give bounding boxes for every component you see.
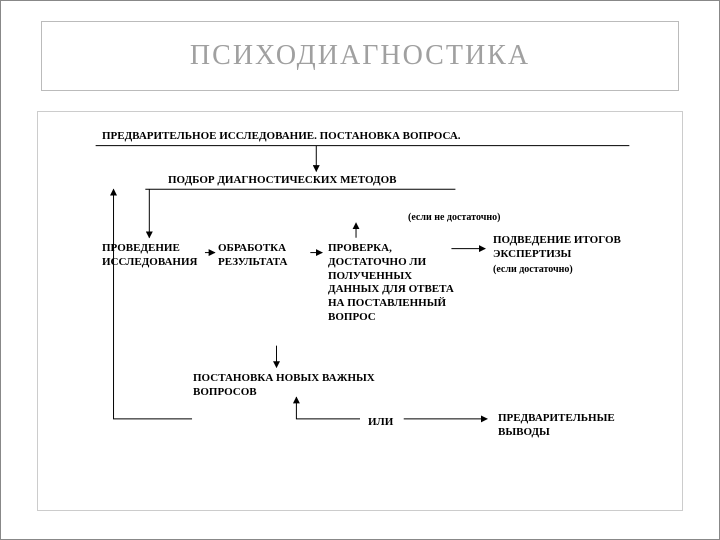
flow-node-n_note1: (если не достаточно): [408, 212, 578, 225]
flow-node-n8: ИЛИ: [368, 416, 428, 430]
flow-node-n1: ПРЕДВАРИТЕЛЬНОЕ ИССЛЕДОВАНИЕ. ПОСТАНОВКА…: [102, 130, 622, 144]
flow-node-n6: ПОДВЕДЕНИЕ ИТОГОВ ЭКСПЕРТИЗЫ: [493, 234, 663, 262]
flow-node-n5: ПРОВЕРКА, ДОСТАТОЧНО ЛИ ПОЛУЧЕННЫХ ДАННЫ…: [328, 242, 458, 325]
page-title: ПСИХОДИАГНОСТИКА: [41, 21, 679, 91]
flow-node-n_note2: (если достаточно): [493, 264, 643, 277]
flow-node-n2: ПОДБОР ДИАГНОСТИЧЕСКИХ МЕТОДОВ: [168, 174, 528, 188]
flow-node-n9: ПРЕДВАРИТЕЛЬНЫЕ ВЫВОДЫ: [498, 412, 668, 440]
flowchart-container: ПРЕДВАРИТЕЛЬНОЕ ИССЛЕДОВАНИЕ. ПОСТАНОВКА…: [37, 111, 683, 511]
flow-node-n4: ОБРАБОТКА РЕЗУЛЬТАТА: [218, 242, 318, 270]
flow-node-n7: ПОСТАНОВКА НОВЫХ ВАЖНЫХ ВОПРОСОВ: [193, 372, 393, 400]
flow-node-n3: ПРОВЕДЕНИЕ ИССЛЕДОВАНИЯ: [102, 242, 212, 270]
